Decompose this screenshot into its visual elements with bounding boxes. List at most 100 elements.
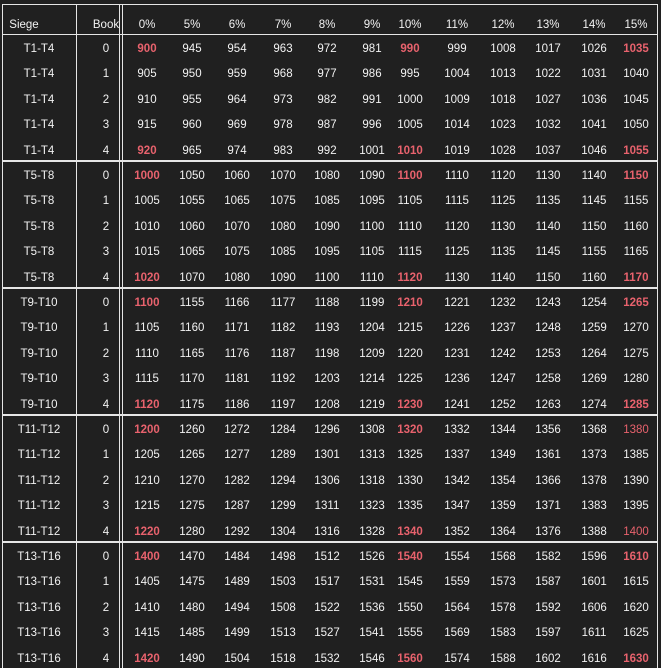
value-cell: 1013 <box>490 68 516 81</box>
value-cell: 1316 <box>314 525 340 538</box>
value-cell: 1125 <box>490 195 516 208</box>
value-cell: 1420 <box>134 652 160 665</box>
value-cell: 1616 <box>581 652 607 665</box>
value-cell: 1203 <box>314 373 340 386</box>
value-cell: 1527 <box>314 627 340 640</box>
value-cell: 1170 <box>623 271 649 284</box>
value-cell: 1592 <box>535 601 561 614</box>
book-cell: 3 <box>102 627 110 640</box>
value-cell: 1606 <box>581 601 607 614</box>
value-cell: 954 <box>227 43 247 55</box>
book-cell: 0 <box>102 170 110 182</box>
value-cell: 992 <box>317 144 337 157</box>
value-cell: 1335 <box>397 500 423 513</box>
value-cell: 1344 <box>490 424 516 436</box>
value-cell: 1625 <box>623 627 649 640</box>
value-cell: 1378 <box>581 474 607 487</box>
value-cell: 1395 <box>623 500 649 513</box>
value-cell: 1301 <box>314 449 340 462</box>
value-cell: 1364 <box>490 525 516 538</box>
value-cell: 1037 <box>535 144 561 157</box>
value-cell: 1095 <box>359 195 385 208</box>
value-cell: 1115 <box>135 373 159 386</box>
value-cell: 1014 <box>444 119 470 132</box>
value-cell: 1018 <box>490 93 516 106</box>
siege-cell: T9-T10 <box>20 297 58 309</box>
book-cell: 3 <box>102 246 110 259</box>
value-cell: 1199 <box>359 297 385 309</box>
value-cell: 1578 <box>490 601 516 614</box>
value-cell: 1531 <box>359 576 385 589</box>
value-cell: 974 <box>227 144 247 157</box>
siege-cell: T9-T10 <box>20 373 58 386</box>
value-cell: 1385 <box>623 449 649 462</box>
value-cell: 1555 <box>397 627 423 640</box>
value-cell: 1243 <box>535 297 561 309</box>
value-cell: 1380 <box>623 424 649 436</box>
book-cell: 0 <box>102 551 110 563</box>
value-cell: 1210 <box>134 474 160 487</box>
column-divider <box>2 4 3 668</box>
value-cell: 995 <box>400 68 420 81</box>
value-cell: 1573 <box>490 576 516 589</box>
value-cell: 1294 <box>270 474 296 487</box>
value-cell: 915 <box>137 119 157 132</box>
value-cell: 1095 <box>314 246 340 259</box>
value-cell: 1130 <box>535 170 561 182</box>
value-cell: 1504 <box>224 652 250 665</box>
siege-cell: T9-T10 <box>20 398 58 411</box>
value-cell: 1320 <box>397 424 423 436</box>
value-cell: 1019 <box>444 144 470 157</box>
value-cell: 1588 <box>490 652 516 665</box>
value-cell: 950 <box>182 68 202 81</box>
value-cell: 1352 <box>444 525 470 538</box>
value-cell: 1221 <box>444 297 470 309</box>
value-cell: 1150 <box>623 170 649 182</box>
value-cell: 1230 <box>397 398 423 411</box>
value-cell: 1100 <box>359 220 385 233</box>
value-cell: 1342 <box>444 474 470 487</box>
value-cell: 1323 <box>359 500 385 513</box>
siege-cell: T11-T12 <box>17 449 61 462</box>
value-cell: 1065 <box>179 246 205 259</box>
book-cell: 2 <box>102 601 110 614</box>
value-cell: 1596 <box>581 551 607 563</box>
value-cell: 1347 <box>444 500 470 513</box>
value-cell: 1371 <box>535 500 561 513</box>
value-cell: 955 <box>182 93 202 106</box>
value-cell: 1490 <box>179 652 205 665</box>
value-cell: 900 <box>137 43 157 55</box>
value-cell: 1080 <box>224 271 250 284</box>
value-cell: 983 <box>273 144 293 157</box>
value-cell: 1512 <box>314 551 340 563</box>
siege-cell: T5-T8 <box>23 170 55 182</box>
value-cell: 1171 <box>224 322 250 335</box>
value-cell: 1494 <box>224 601 250 614</box>
value-cell: 1359 <box>490 500 516 513</box>
value-cell: 1508 <box>270 601 296 614</box>
value-cell: 905 <box>137 68 157 81</box>
value-cell: 1480 <box>179 601 205 614</box>
value-cell: 1140 <box>581 170 607 182</box>
value-cell: 1522 <box>314 601 340 614</box>
group-divider <box>2 541 658 543</box>
value-cell: 1311 <box>314 500 340 513</box>
value-cell: 1205 <box>134 449 160 462</box>
value-cell: 969 <box>227 119 247 132</box>
header-cell: Book <box>92 19 120 31</box>
value-cell: 1259 <box>581 322 607 335</box>
value-cell: 1198 <box>314 347 340 360</box>
value-cell: 1400 <box>134 551 160 563</box>
value-cell: 1597 <box>535 627 561 640</box>
value-cell: 1017 <box>535 43 561 55</box>
value-cell: 1252 <box>490 398 516 411</box>
value-cell: 1241 <box>444 398 470 411</box>
book-cell: 3 <box>102 373 110 386</box>
value-cell: 1258 <box>535 373 561 386</box>
value-cell: 1080 <box>270 220 296 233</box>
value-cell: 1277 <box>224 449 250 462</box>
value-cell: 1282 <box>224 474 250 487</box>
value-cell: 1050 <box>623 119 649 132</box>
value-cell: 1545 <box>397 576 423 589</box>
header-cell: 6% <box>228 19 246 31</box>
